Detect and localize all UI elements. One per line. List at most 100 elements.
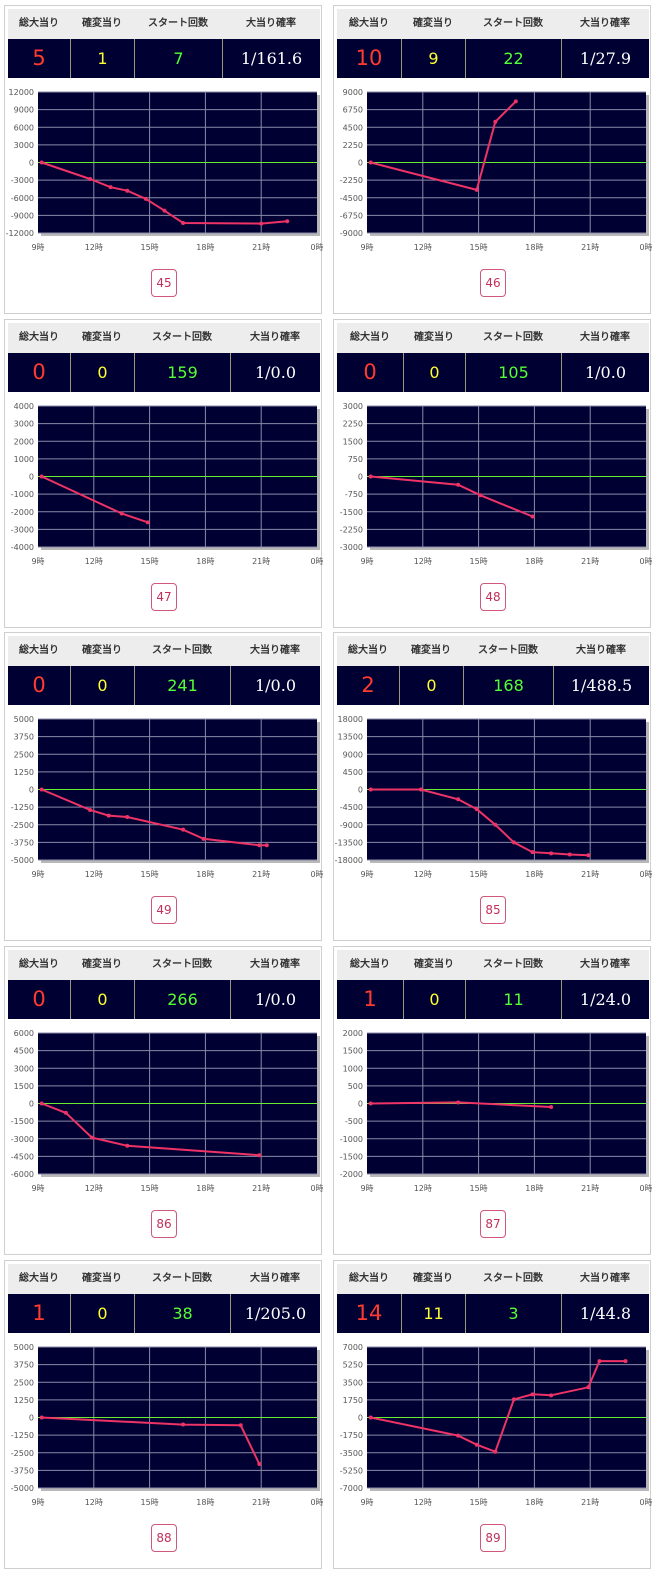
data-point [257, 1153, 262, 1158]
machine-number-link[interactable]: 49 [151, 896, 177, 924]
header-total: 総大当り [19, 1273, 59, 1284]
x-tick-label: 15時 [470, 1498, 488, 1507]
y-tick-label: -3000 [11, 525, 34, 534]
machine-card-47: 総大当り 確変当り スタート回数 大当り確率 0 0 159 1/0.0 4000 3000 200… [4, 319, 323, 628]
x-tick-label: 9時 [31, 870, 44, 879]
x-tick-label: 21時 [581, 1498, 599, 1507]
machine-card-46: 総大当り 確変当り スタート回数 大当り確率 10 9 22 1/27.9 9000 6750 45… [333, 5, 652, 314]
header-total: 総大当り [349, 18, 389, 29]
machine-number-link[interactable]: 87 [480, 1210, 506, 1238]
stats-value-row: 5 1 7 1/161.6 [8, 39, 320, 78]
machine-number-link[interactable]: 48 [480, 583, 506, 611]
machine-number-link[interactable]: 85 [480, 896, 506, 924]
value-start: 241 [134, 666, 230, 705]
y-tick-label: 1500 [14, 1082, 34, 1091]
machine-number-link[interactable]: 46 [480, 269, 506, 297]
y-tick-label: -5250 [340, 1466, 363, 1475]
y-tick-label: 3000 [343, 402, 363, 411]
balance-line-chart: 18000 13500 9000 4500 0 -4500 -9000 -13500 -1800… [335, 715, 652, 879]
value-start: 11 [465, 980, 561, 1019]
x-tick-label: 0時 [639, 1184, 652, 1193]
y-tick-label: 9000 [14, 106, 34, 115]
y-tick-label: -4500 [11, 1152, 34, 1161]
data-point [88, 176, 93, 181]
header-total: 総大当り [19, 645, 59, 656]
data-point [39, 160, 44, 165]
machine-number-link[interactable]: 89 [480, 1524, 506, 1552]
header-rate: 大当り確率 [580, 332, 630, 343]
header-start: スタート回数 [483, 18, 543, 29]
data-point [181, 827, 186, 832]
data-point [257, 1462, 262, 1467]
value-total: 5 [32, 46, 46, 70]
y-tick-label: -5000 [11, 856, 34, 865]
x-tick-label: 18時 [525, 243, 543, 252]
data-point [181, 1422, 186, 1427]
stats-header-row: 総大当り 確変当り スタート回数 大当り確率 [8, 323, 320, 353]
x-tick-label: 18時 [196, 1184, 214, 1193]
machine-number-link[interactable]: 47 [151, 583, 177, 611]
value-start: 3 [465, 1294, 561, 1333]
value-total: 14 [355, 1301, 383, 1325]
stats-value-row: 1 0 11 1/24.0 [337, 980, 649, 1019]
data-point [513, 99, 518, 104]
stats-value-row: 14 11 3 1/44.8 [337, 1294, 649, 1333]
x-tick-label: 12時 [85, 870, 103, 879]
x-tick-label: 12時 [414, 870, 432, 879]
data-point [456, 482, 461, 487]
y-tick-label: 3500 [343, 1378, 363, 1387]
machine-number-link[interactable]: 88 [151, 1524, 177, 1552]
x-tick-label: 0時 [310, 557, 323, 566]
header-total: 総大当り [19, 18, 59, 29]
data-point [201, 836, 206, 841]
x-tick-label: 0時 [310, 243, 323, 252]
stats-value-row: 0 0 159 1/0.0 [8, 353, 320, 392]
y-tick-label: -12000 [6, 229, 34, 238]
value-rate: 1/0.0 [230, 666, 320, 705]
header-start: スタート回数 [152, 332, 212, 343]
y-tick-label: 3000 [14, 141, 34, 150]
x-tick-label: 18時 [525, 1184, 543, 1193]
data-point [511, 840, 516, 845]
data-point [264, 843, 269, 848]
machine-number-link[interactable]: 45 [151, 269, 177, 297]
stats-value-row: 0 0 266 1/0.0 [8, 980, 320, 1019]
value-rate: 1/161.6 [222, 39, 320, 78]
value-rate: 1/0.0 [561, 353, 649, 392]
header-kakuhen: 確変当り [414, 332, 454, 343]
y-tick-label: -2000 [340, 1170, 363, 1179]
value-kakuhen: 1 [70, 39, 134, 78]
x-tick-label: 0時 [639, 557, 652, 566]
x-tick-label: 12時 [85, 557, 103, 566]
x-tick-label: 9時 [360, 557, 373, 566]
data-point [493, 822, 498, 827]
value-kakuhen: 0 [70, 353, 134, 392]
stats-value-row: 10 9 22 1/27.9 [337, 39, 649, 78]
data-point [586, 1385, 591, 1390]
value-total: 0 [32, 673, 46, 697]
y-tick-label: 2000 [14, 437, 34, 446]
y-tick-label: 0 [29, 473, 34, 482]
y-tick-label: 1250 [14, 1396, 34, 1405]
stats-value-row: 0 0 241 1/0.0 [8, 666, 320, 705]
balance-line-chart: 5000 3750 2500 1250 0 -1250 -2500 -3750 -5000 9時 1… [11, 715, 323, 879]
machine-number-link[interactable]: 86 [151, 1210, 177, 1238]
stats-value-row: 2 0 168 1/488.5 [337, 666, 649, 705]
y-tick-label: 1250 [14, 768, 34, 777]
data-point [530, 514, 535, 519]
header-start: スタート回数 [478, 645, 538, 656]
value-start: 7 [134, 39, 222, 78]
y-tick-label: 0 [358, 473, 363, 482]
x-tick-label: 9時 [31, 1498, 44, 1507]
data-point [39, 1415, 44, 1420]
header-rate: 大当り確率 [580, 959, 630, 970]
data-point [474, 1442, 479, 1447]
data-point [549, 1105, 554, 1110]
x-tick-label: 15時 [141, 1184, 159, 1193]
stats-table: 総大当り 確変当り スタート回数 大当り確率 2 0 168 1/488.5 [337, 636, 649, 705]
header-rate: 大当り確率 [580, 1273, 630, 1284]
data-point [586, 853, 591, 858]
data-point [125, 188, 130, 193]
y-tick-label: 6000 [14, 1029, 34, 1038]
x-tick-label: 9時 [31, 243, 44, 252]
